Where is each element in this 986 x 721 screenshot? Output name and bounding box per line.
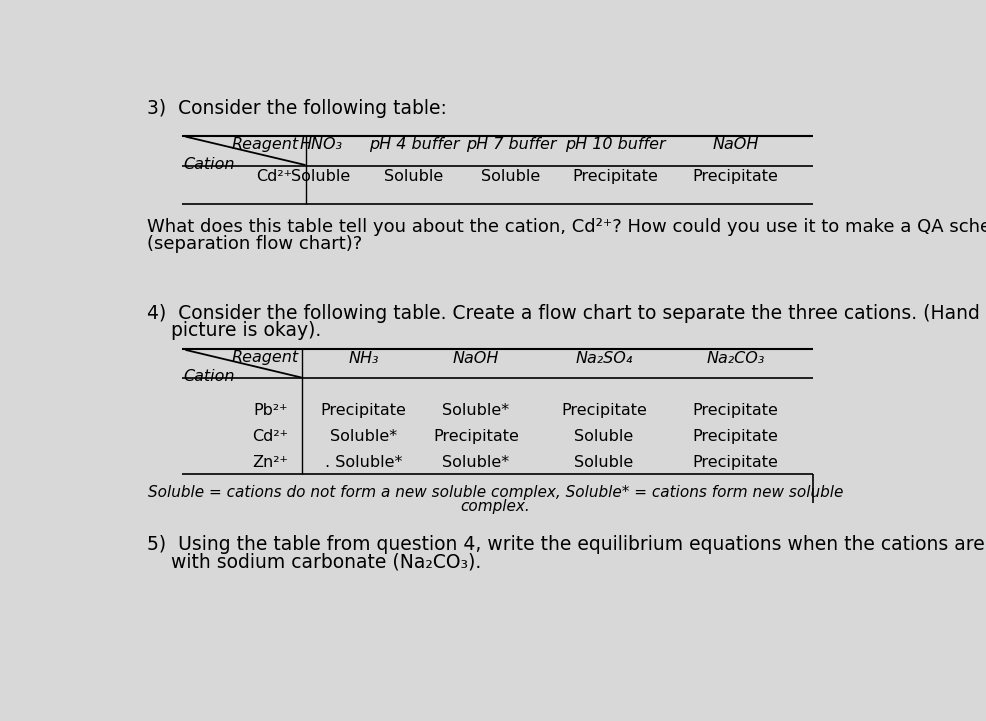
Text: NH₃: NH₃	[348, 350, 379, 366]
Text: 3)  Consider the following table:: 3) Consider the following table:	[147, 99, 446, 118]
Text: complex.: complex.	[460, 499, 529, 514]
Text: HNO₃: HNO₃	[299, 137, 342, 152]
Text: Precipitate: Precipitate	[320, 403, 406, 418]
Text: 5)  Using the table from question 4, write the equilibrium equations when the ca: 5) Using the table from question 4, writ…	[147, 536, 986, 554]
Text: Pb²⁺: Pb²⁺	[253, 403, 288, 418]
Text: pH 4 buffer: pH 4 buffer	[369, 137, 458, 152]
Text: Cd²⁺: Cd²⁺	[256, 169, 292, 184]
Text: (separation flow chart)?: (separation flow chart)?	[147, 235, 362, 253]
Text: picture is okay).: picture is okay).	[147, 322, 320, 340]
Text: Precipitate: Precipitate	[692, 403, 778, 418]
Text: 4)  Consider the following table. Create a flow chart to separate the three cati: 4) Consider the following table. Create …	[147, 304, 986, 324]
Text: . Soluble*: . Soluble*	[324, 456, 402, 470]
Text: What does this table tell you about the cation, Cd²⁺? How could you use it to ma: What does this table tell you about the …	[147, 218, 986, 236]
Text: Soluble: Soluble	[574, 429, 633, 444]
Text: Soluble: Soluble	[384, 169, 443, 184]
Text: Precipitate: Precipitate	[433, 429, 519, 444]
Text: Precipitate: Precipitate	[560, 403, 646, 418]
Text: Reagent: Reagent	[232, 136, 299, 151]
Text: Precipitate: Precipitate	[692, 429, 778, 444]
Text: Precipitate: Precipitate	[572, 169, 658, 184]
Text: Precipitate: Precipitate	[692, 169, 778, 184]
Text: Na₂SO₄: Na₂SO₄	[575, 350, 632, 366]
Text: Cd²⁺: Cd²⁺	[252, 429, 288, 444]
Text: Soluble: Soluble	[291, 169, 350, 184]
Text: pH 7 buffer: pH 7 buffer	[465, 137, 555, 152]
Text: NaOH: NaOH	[453, 350, 499, 366]
Text: Soluble*: Soluble*	[442, 403, 509, 418]
Text: Zn²⁺: Zn²⁺	[252, 456, 288, 470]
Text: Soluble*: Soluble*	[329, 429, 396, 444]
Text: pH 10 buffer: pH 10 buffer	[565, 137, 666, 152]
Text: Soluble = cations do not form a new soluble complex, Soluble* = cations form new: Soluble = cations do not form a new solu…	[148, 485, 842, 500]
Text: Cation: Cation	[183, 369, 235, 384]
Text: Cation: Cation	[183, 156, 235, 172]
Text: Soluble: Soluble	[574, 456, 633, 470]
Text: Soluble: Soluble	[481, 169, 540, 184]
Text: with sodium carbonate (Na₂CO₃).: with sodium carbonate (Na₂CO₃).	[147, 552, 480, 571]
Text: NaOH: NaOH	[712, 137, 758, 152]
Text: Na₂CO₃: Na₂CO₃	[706, 350, 764, 366]
Text: Precipitate: Precipitate	[692, 456, 778, 470]
Text: Soluble*: Soluble*	[442, 456, 509, 470]
Text: Reagent: Reagent	[232, 350, 299, 365]
